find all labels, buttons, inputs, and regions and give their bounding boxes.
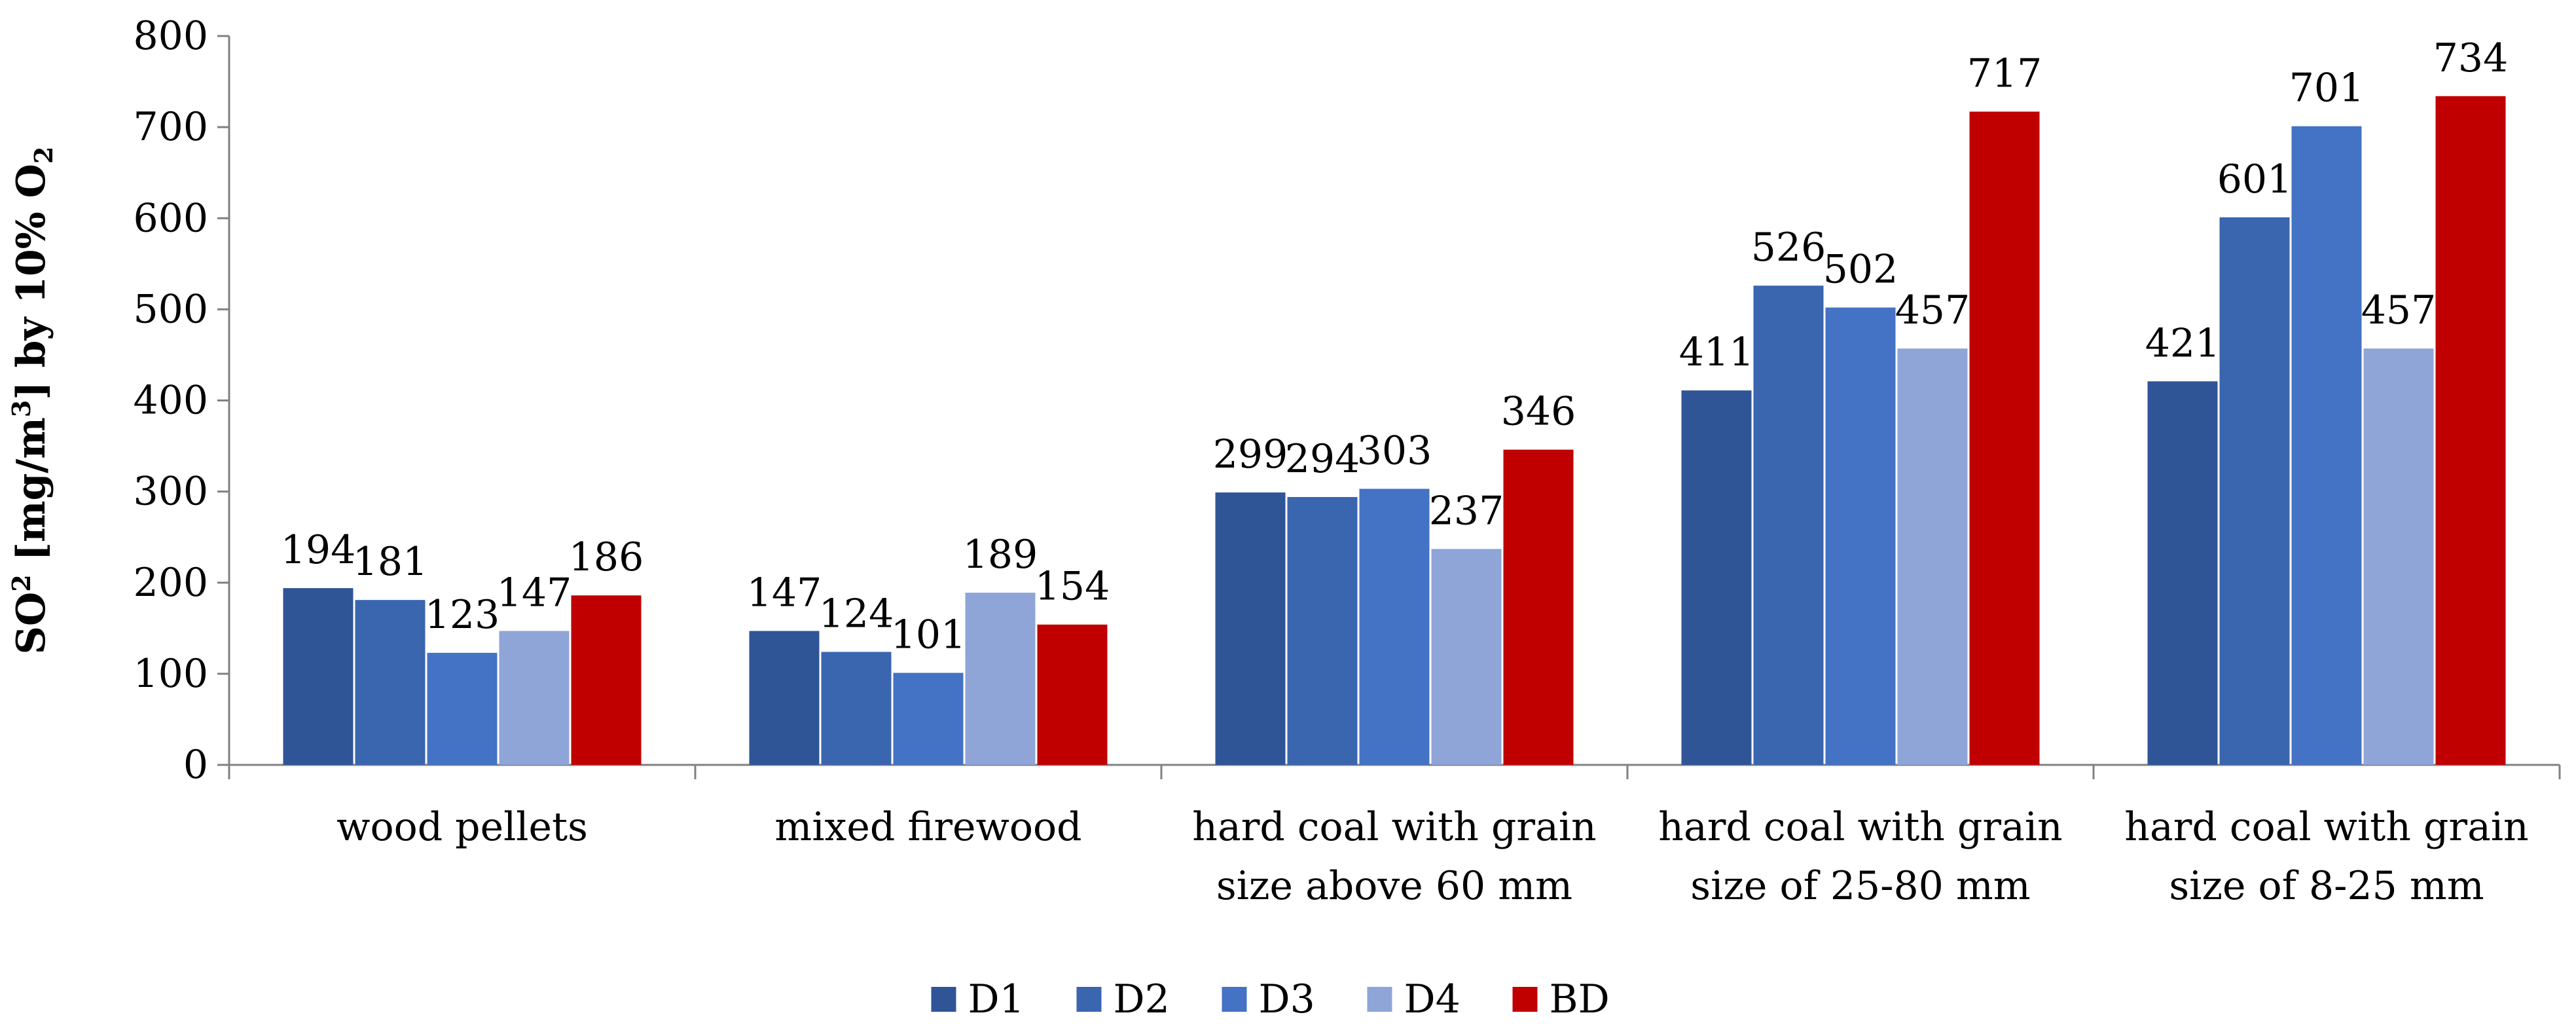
legend: D1 D2 D3 D4 BD — [931, 976, 1610, 1022]
bar-d3 — [1359, 489, 1430, 765]
bar-d3 — [427, 652, 498, 765]
category-labels: wood pellets mixed firewood hard coal with… — [336, 804, 2529, 909]
category-label: mixed firewood — [774, 804, 1081, 850]
y-tick-label: 600 — [133, 195, 208, 241]
y-tick-label: 0 — [183, 742, 208, 788]
legend-swatch-d1 — [931, 987, 956, 1012]
legend-swatch-d4 — [1367, 987, 1392, 1012]
bar-d1 — [1681, 390, 1752, 765]
y-axis-title-part: SO — [9, 592, 54, 655]
legend-label-bd: BD — [1550, 976, 1610, 1022]
data-label-d1: 194 — [281, 527, 356, 573]
data-label-bd: 154 — [1035, 564, 1110, 610]
data-label-d3: 101 — [891, 612, 966, 657]
y-axis-title-part: 2 — [29, 147, 58, 164]
data-label-d1: 411 — [1679, 329, 1754, 375]
legend-label-d2: D2 — [1114, 976, 1170, 1022]
y-axis-title: SO2 [mg/m3] by 10% O2 — [7, 147, 58, 655]
data-labels: 1941811231471861471241011891542992943032… — [281, 35, 2509, 658]
bar-bd — [1969, 111, 2040, 765]
data-label-d3: 303 — [1357, 428, 1432, 473]
y-tick-label: 500 — [133, 286, 208, 332]
data-label-d2: 526 — [1751, 225, 1826, 270]
data-label-d2: 181 — [353, 539, 428, 585]
bar-bd — [2435, 96, 2506, 765]
category-label: wood pellets — [336, 804, 588, 850]
legend-label-d3: D3 — [1259, 976, 1315, 1022]
bar-d3 — [2291, 126, 2362, 765]
data-label-d4: 189 — [963, 532, 1038, 578]
data-label-d1: 147 — [747, 570, 822, 616]
data-label-d3: 701 — [2289, 65, 2365, 111]
bars — [283, 96, 2506, 765]
bar-d4 — [965, 593, 1036, 765]
data-label-bd: 717 — [1967, 50, 2042, 96]
bar-d3 — [1825, 307, 1896, 765]
data-label-d2: 124 — [819, 591, 894, 637]
y-axis-title-text: SO2 [mg/m3] by 10% O2 — [7, 147, 58, 655]
bar-d2 — [1753, 286, 1824, 765]
y-tick-label: 400 — [133, 378, 208, 424]
bar-bd — [571, 595, 642, 765]
data-label-d3: 123 — [425, 592, 500, 638]
data-label-d1: 299 — [1213, 432, 1288, 477]
y-axis-title-part: 2 — [7, 574, 36, 591]
data-label-d1: 421 — [2145, 320, 2221, 366]
data-label-d3: 502 — [1823, 247, 1898, 293]
legend-label-d4: D4 — [1404, 976, 1460, 1022]
data-label-d2: 294 — [1285, 436, 1360, 482]
bar-d1 — [283, 588, 354, 765]
data-label-d4: 457 — [1895, 287, 1970, 333]
bar-bd — [1037, 624, 1108, 765]
bar-d4 — [1431, 549, 1502, 765]
data-label-d2: 601 — [2217, 157, 2293, 202]
y-tick-label: 200 — [133, 560, 208, 606]
bar-d3 — [893, 673, 964, 765]
data-label-d4: 237 — [1429, 488, 1504, 534]
y-tick-label: 300 — [133, 469, 208, 515]
data-label-bd: 734 — [2433, 35, 2509, 81]
bar-d4 — [499, 631, 570, 765]
category-label: hard coal with grain — [2124, 804, 2528, 850]
bar-d2 — [355, 600, 426, 765]
bar-d1 — [1215, 492, 1286, 765]
legend-swatch-d2 — [1076, 987, 1102, 1012]
bar-d4 — [2363, 348, 2434, 765]
y-axis-ticks: 0 100 200 300 400 500 600 700 800 — [133, 13, 229, 788]
data-label-d4: 457 — [2361, 287, 2437, 333]
bar-d2 — [2219, 217, 2290, 765]
data-label-bd: 186 — [569, 534, 644, 580]
data-label-d4: 147 — [497, 570, 572, 616]
bar-d4 — [1897, 348, 1968, 765]
bar-d1 — [749, 631, 820, 765]
y-axis-title-part: 3 — [7, 400, 36, 417]
legend-label-d1: D1 — [968, 976, 1025, 1022]
y-axis-title-part: [mg/m — [9, 417, 54, 574]
bar-d2 — [1287, 496, 1358, 765]
bar-d2 — [821, 652, 892, 765]
legend-swatch-bd — [1512, 987, 1538, 1012]
category-label: size of 25-80 mm — [1690, 863, 2030, 909]
category-label: hard coal with grain — [1658, 804, 2062, 850]
legend-swatch-d3 — [1222, 987, 1247, 1012]
category-label: size of 8-25 mm — [2169, 863, 2484, 909]
bar-bd — [1503, 449, 1574, 765]
bar-d1 — [2147, 381, 2218, 765]
y-tick-label: 800 — [133, 13, 208, 59]
category-label: hard coal with grain — [1192, 804, 1596, 850]
category-label: size above 60 mm — [1216, 863, 1572, 909]
y-axis-title-part: ] by 10% O — [9, 164, 54, 400]
y-tick-label: 100 — [133, 651, 208, 697]
data-label-bd: 346 — [1501, 389, 1576, 435]
y-tick-label: 700 — [133, 104, 208, 150]
